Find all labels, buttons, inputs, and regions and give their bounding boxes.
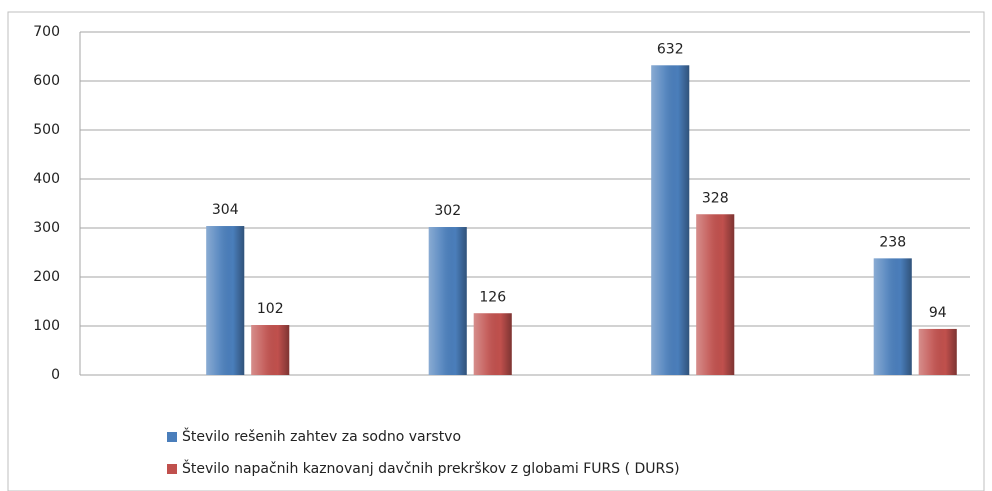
chart-border: [7, 11, 985, 491]
data-label: 102: [257, 301, 284, 317]
bar-shading: [918, 328, 957, 375]
y-tick-label: 100: [33, 318, 60, 334]
y-tick-label: 300: [33, 220, 60, 236]
legend-label: Število rešenih zahtev za sodno varstvo: [182, 427, 461, 445]
y-tick-label: 500: [33, 122, 60, 138]
bar-shading: [428, 227, 467, 375]
bar-shading: [251, 325, 290, 375]
bar-shading: [651, 65, 690, 375]
legend-label: Število napačnih kaznovanj davčnih prekr…: [182, 459, 680, 477]
data-label: 302: [434, 203, 461, 219]
data-label: 238: [879, 234, 906, 250]
data-label: 328: [702, 190, 729, 206]
legend-swatch: [167, 432, 177, 442]
data-label: 94: [929, 305, 947, 321]
data-label: 632: [657, 41, 684, 57]
data-label: 126: [479, 289, 506, 305]
y-tick-label: 600: [33, 73, 60, 89]
bar-shading: [873, 258, 912, 375]
bar-shading: [473, 313, 512, 375]
y-tick-label: 700: [33, 24, 60, 40]
y-tick-label: 400: [33, 171, 60, 187]
bar-shading: [696, 214, 735, 375]
data-label: 304: [212, 202, 239, 218]
y-tick-label: 200: [33, 269, 60, 285]
legend-swatch: [167, 464, 177, 474]
bar-shading: [206, 226, 245, 375]
y-tick-label: 0: [51, 367, 60, 383]
